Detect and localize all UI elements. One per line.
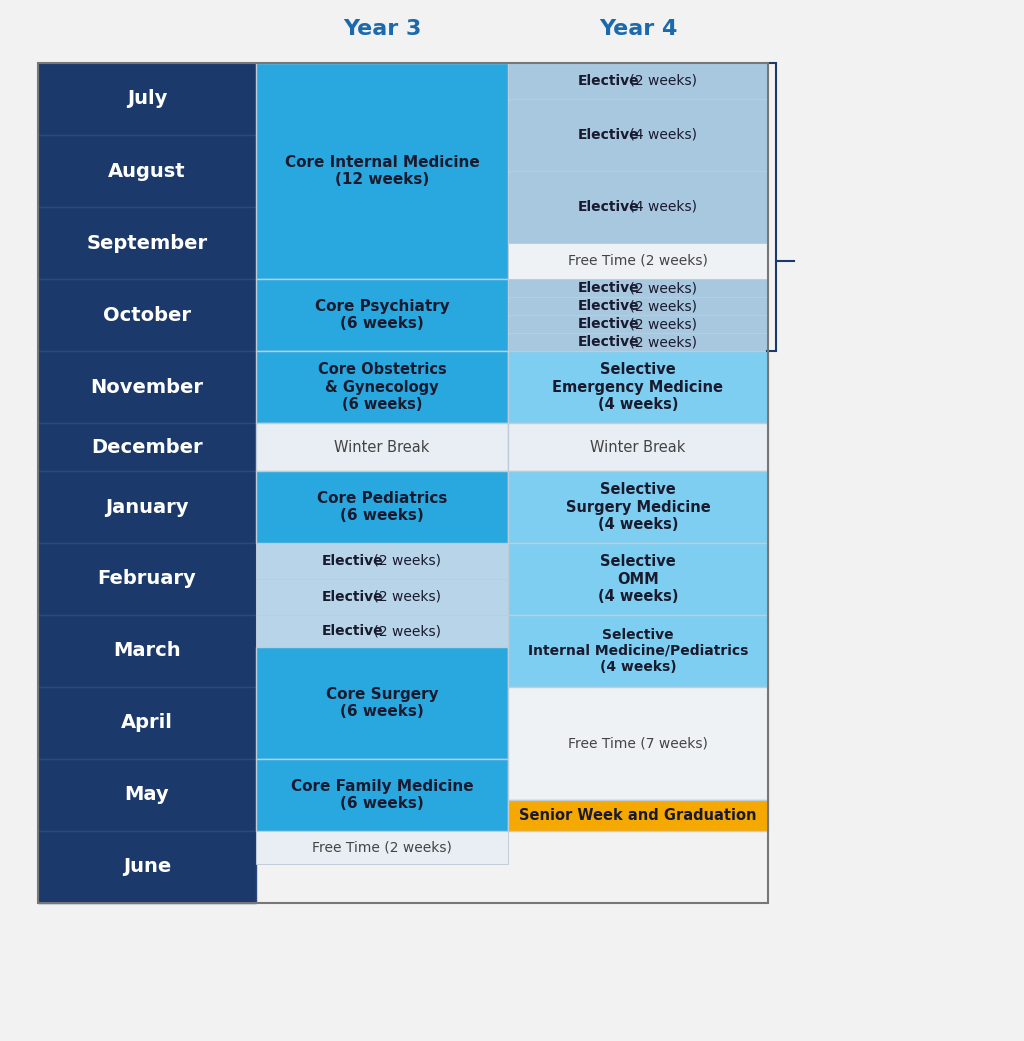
Bar: [256, 279, 508, 351]
Bar: [508, 171, 768, 243]
Bar: [38, 759, 256, 831]
Text: December: December: [91, 437, 203, 457]
Bar: [508, 351, 768, 423]
Text: Selective
OMM
(4 weeks): Selective OMM (4 weeks): [598, 554, 678, 604]
Bar: [256, 543, 508, 579]
Text: Elective: Elective: [579, 318, 640, 331]
Text: (2 weeks): (2 weeks): [626, 299, 697, 313]
Text: Elective: Elective: [579, 74, 640, 88]
Text: Elective: Elective: [323, 590, 384, 604]
Bar: [256, 831, 508, 864]
Text: August: August: [109, 161, 185, 180]
Bar: [508, 423, 768, 471]
Bar: [38, 687, 256, 759]
Text: September: September: [86, 233, 208, 253]
Bar: [508, 471, 768, 543]
Text: Core Psychiatry
(6 weeks): Core Psychiatry (6 weeks): [314, 299, 450, 331]
Bar: [256, 615, 508, 648]
Bar: [38, 615, 256, 687]
Bar: [38, 831, 256, 903]
Bar: [38, 423, 256, 471]
Text: Senior Week and Graduation: Senior Week and Graduation: [519, 808, 757, 823]
Bar: [38, 64, 256, 135]
Text: Year 3: Year 3: [343, 19, 421, 39]
Text: July: July: [127, 90, 167, 108]
Text: Elective: Elective: [579, 128, 640, 142]
Bar: [38, 351, 256, 423]
Bar: [256, 64, 508, 279]
Text: June: June: [123, 858, 171, 877]
Bar: [256, 471, 508, 543]
Text: October: October: [103, 305, 191, 325]
Bar: [38, 471, 256, 543]
Bar: [38, 135, 256, 207]
Bar: [256, 423, 508, 471]
Bar: [38, 279, 256, 351]
Text: Core Surgery
(6 weeks): Core Surgery (6 weeks): [326, 687, 438, 719]
Text: Selective
Emergency Medicine
(4 weeks): Selective Emergency Medicine (4 weeks): [553, 362, 724, 412]
Text: Elective: Elective: [579, 299, 640, 313]
Text: April: April: [121, 713, 173, 733]
Bar: [508, 279, 768, 297]
Text: Free Time (2 weeks): Free Time (2 weeks): [568, 254, 708, 268]
Text: Free Time (7 weeks): Free Time (7 weeks): [568, 737, 708, 751]
Text: (2 weeks): (2 weeks): [626, 281, 697, 295]
Bar: [38, 543, 256, 615]
Bar: [508, 333, 768, 351]
Text: Selective
Internal Medicine/Pediatrics
(4 weeks): Selective Internal Medicine/Pediatrics (…: [527, 628, 749, 675]
Text: May: May: [125, 786, 169, 805]
Bar: [38, 64, 768, 903]
Text: (2 weeks): (2 weeks): [370, 590, 441, 604]
Bar: [38, 207, 256, 279]
Text: Elective: Elective: [579, 335, 640, 349]
Text: November: November: [90, 378, 204, 397]
Text: (2 weeks): (2 weeks): [626, 335, 697, 349]
Bar: [256, 351, 508, 423]
Text: Elective: Elective: [579, 200, 640, 214]
Text: Elective: Elective: [323, 625, 384, 638]
Bar: [508, 315, 768, 333]
Text: (4 weeks): (4 weeks): [626, 200, 697, 214]
Bar: [508, 801, 768, 831]
Text: (2 weeks): (2 weeks): [626, 318, 697, 331]
Bar: [256, 648, 508, 759]
Text: Elective: Elective: [579, 281, 640, 295]
Text: Core Obstetrics
& Gynecology
(6 weeks): Core Obstetrics & Gynecology (6 weeks): [317, 362, 446, 412]
Bar: [508, 243, 768, 279]
Text: Core Family Medicine
(6 weeks): Core Family Medicine (6 weeks): [291, 779, 473, 811]
Bar: [508, 687, 768, 801]
Text: February: February: [97, 569, 197, 588]
Text: Elective: Elective: [323, 554, 384, 568]
Text: (2 weeks): (2 weeks): [626, 74, 697, 88]
Text: (4 weeks): (4 weeks): [626, 128, 697, 142]
Text: Selective
Surgery Medicine
(4 weeks): Selective Surgery Medicine (4 weeks): [565, 482, 711, 532]
Bar: [508, 64, 768, 99]
Text: Year 4: Year 4: [599, 19, 677, 39]
Text: Winter Break: Winter Break: [590, 439, 686, 455]
Bar: [508, 99, 768, 171]
Text: March: March: [114, 641, 181, 660]
Bar: [508, 297, 768, 315]
Text: (2 weeks): (2 weeks): [370, 625, 441, 638]
Bar: [508, 615, 768, 687]
Text: January: January: [105, 498, 188, 516]
Text: Core Internal Medicine
(12 weeks): Core Internal Medicine (12 weeks): [285, 155, 479, 187]
Text: Winter Break: Winter Break: [334, 439, 430, 455]
Text: (2 weeks): (2 weeks): [370, 554, 441, 568]
Bar: [256, 579, 508, 615]
Bar: [508, 543, 768, 615]
Bar: [256, 759, 508, 831]
Text: Core Pediatrics
(6 weeks): Core Pediatrics (6 weeks): [316, 490, 447, 524]
Text: Free Time (2 weeks): Free Time (2 weeks): [312, 840, 452, 855]
